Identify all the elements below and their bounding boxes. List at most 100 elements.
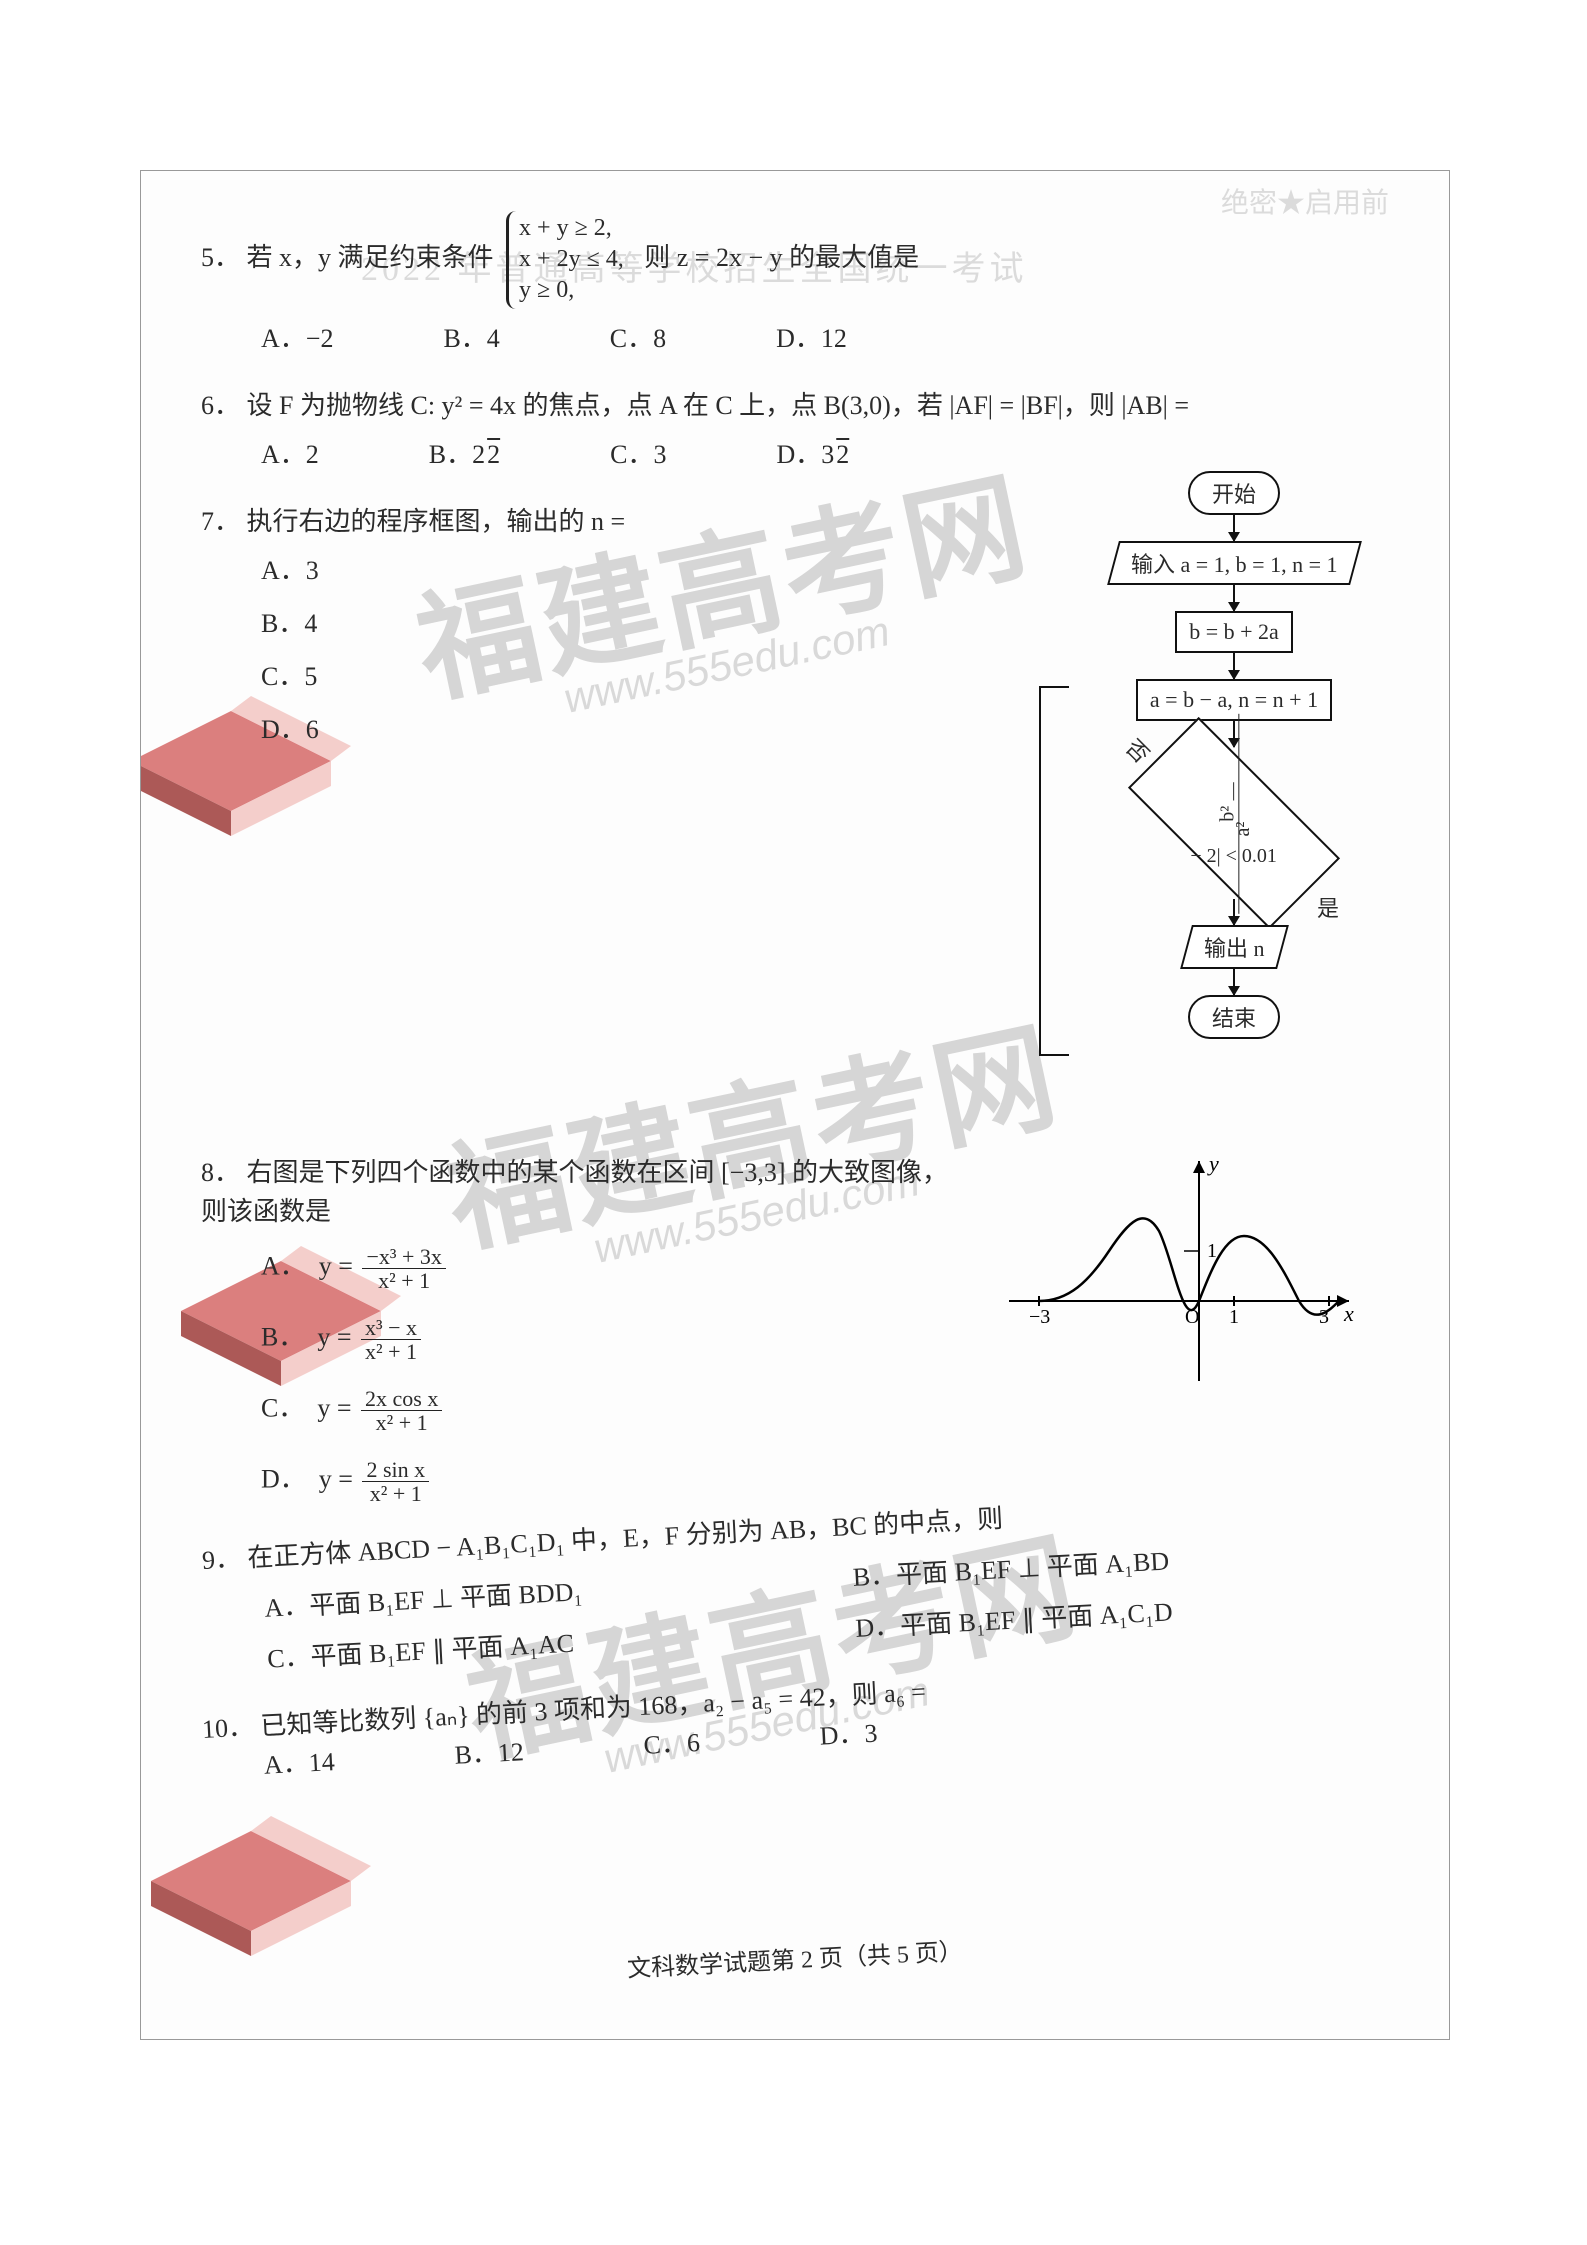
flowchart-process: b = b + 2a <box>1175 611 1293 653</box>
svg-text:−3: −3 <box>1029 1306 1050 1328</box>
option-b: B．4 <box>261 604 801 643</box>
constraint-line: x + 2y ≤ 4, <box>519 244 624 275</box>
option-d: D．6 <box>261 710 801 749</box>
flowchart-input: 输入 a = 1, b = 1, n = 1 <box>1107 541 1361 585</box>
option-value: 32 <box>821 440 849 469</box>
question-stem: 右图是下列四个函数中的某个函数在区间 [−3,3] 的大致图像，则该函数是 <box>201 1158 948 1226</box>
option-c: C．6 <box>643 1723 701 1765</box>
option-d: D．32 <box>776 435 849 474</box>
option-b: B． y = x³ − xx² + 1 <box>261 1316 951 1363</box>
flowchart-arrow-icon <box>1233 515 1235 541</box>
option-a: A．−2 <box>261 319 333 358</box>
flowchart-yes-label: 是 <box>1317 891 1339 923</box>
option-value: 12 <box>497 1737 524 1767</box>
svg-text:x: x <box>1343 1301 1354 1326</box>
option-value: 平面 B₁EF ⊥ 平面 BDD₁ <box>309 1577 584 1620</box>
flowchart-condition: |b²a² − 2| < 0.01 <box>1134 779 1334 868</box>
flowchart-arrow-icon <box>1233 899 1235 925</box>
constraint-system: x + y ≥ 2, x + 2y ≤ 4, y ≥ 0, <box>506 211 632 309</box>
option-b: B．12 <box>453 1733 524 1776</box>
question-number: 7． <box>201 507 240 536</box>
option-value: 22 <box>472 440 500 469</box>
option-b: B．4 <box>443 319 499 358</box>
page-content: 5． 若 x，y 满足约束条件 x + y ≥ 2, x + 2y ≤ 4, y… <box>141 171 1449 2039</box>
fraction-numerator: 2x cos x <box>361 1387 442 1411</box>
option-a: A． y = −x³ + 3xx² + 1 <box>261 1245 951 1292</box>
fraction-denominator: x² + 1 <box>361 1411 442 1434</box>
fraction-denominator: x² + 1 <box>362 1269 445 1292</box>
flowchart-start: 开始 <box>1188 471 1280 515</box>
flowchart-arrow-icon <box>1233 653 1235 679</box>
flowchart-end: 结束 <box>1188 995 1280 1039</box>
options-column: A． y = −x³ + 3xx² + 1 B． y = x³ − xx² + … <box>261 1245 951 1512</box>
option-value: 3 <box>306 556 319 585</box>
option-d: D．12 <box>776 319 847 358</box>
option-d: D． y = 2 sin xx² + 1 <box>261 1458 951 1505</box>
fraction-denominator: x² + 1 <box>361 1340 421 1363</box>
option-value: 4 <box>304 609 317 638</box>
flowchart-text: 输出 n <box>1204 931 1265 963</box>
option-value: 平面 B₁EF ⊥ 平面 A₁BD <box>895 1547 1170 1590</box>
svg-text:y: y <box>1207 1151 1219 1176</box>
svg-text:3: 3 <box>1319 1306 1329 1328</box>
fraction-denominator: x² + 1 <box>362 1482 429 1505</box>
option-value: 4 <box>487 324 500 353</box>
option-c: C．5 <box>261 657 801 696</box>
option-c: C．3 <box>610 435 666 474</box>
option-value: 6 <box>686 1728 700 1758</box>
question-5: 5． 若 x，y 满足约束条件 x + y ≥ 2, x + 2y ≤ 4, y… <box>201 211 1399 358</box>
fraction-numerator: x³ − x <box>361 1316 421 1340</box>
flowchart-decision: |b²a² − 2| < 0.01 否 <box>1128 717 1340 929</box>
flowchart-output: 输出 n <box>1180 925 1288 969</box>
flowchart-diagram: 开始 输入 a = 1, b = 1, n = 1 b = b + 2a a =… <box>1069 471 1399 1039</box>
question-number: 9． <box>201 1544 241 1575</box>
option-value: 6 <box>306 715 319 744</box>
question-stem: 设 F 为抛物线 C: y² = 4x 的焦点，点 A 在 C 上，点 B(3,… <box>247 391 1190 420</box>
flowchart-arrow-icon <box>1233 969 1235 995</box>
option-a: A．3 <box>261 551 801 590</box>
page-footer: 文科数学试题第 2 页（共 5 页） <box>141 1909 1449 2013</box>
constraint-line: y ≥ 0, <box>519 275 624 306</box>
graph-svg: x y −3 O 1 3 1 <box>999 1151 1359 1391</box>
svg-text:1: 1 <box>1229 1306 1239 1328</box>
option-a: A．2 <box>261 435 319 474</box>
option-value: 8 <box>653 324 666 353</box>
option-value: 3 <box>653 440 666 469</box>
question-number: 6． <box>201 391 240 420</box>
option-value: −2 <box>306 324 334 353</box>
question-6: 6． 设 F 为抛物线 C: y² = 4x 的焦点，点 A 在 C 上，点 B… <box>201 386 1399 474</box>
fraction-numerator: 2 sin x <box>362 1458 429 1482</box>
option-b: B．22 <box>429 435 500 474</box>
option-c: C． y = 2x cos xx² + 1 <box>261 1387 951 1434</box>
fraction-numerator: −x³ + 3x <box>362 1245 445 1269</box>
question-stem: 则 z = 2x − y 的最大值是 <box>644 243 919 272</box>
exam-page-scan: 福建高考网 www.555edu.com 福建高考网 www.555edu.co… <box>140 170 1450 2040</box>
options-column: A．3 B．4 C．5 D．6 <box>261 551 801 755</box>
option-value: 5 <box>304 662 317 691</box>
option-value: 2 <box>306 440 319 469</box>
flowchart-arrow-icon <box>1233 585 1235 611</box>
question-7: 7． 执行右边的程序框图，输出的 n = A．3 B．4 C．5 D．6 <box>201 502 801 755</box>
options-row: A．2 B．22 C．3 D．32 <box>261 435 1399 474</box>
question-stem: 执行右边的程序框图，输出的 n = <box>247 507 626 536</box>
svg-text:1: 1 <box>1207 1240 1217 1262</box>
question-number: 10． <box>201 1713 254 1745</box>
question-8: 8． 右图是下列四个函数中的某个函数在区间 [−3,3] 的大致图像，则该函数是… <box>201 1153 951 1512</box>
constraint-line: x + y ≥ 2, <box>519 213 624 244</box>
option-c: C．8 <box>610 319 666 358</box>
option-value: 平面 B₁EF ∥ 平面 A₁AC <box>310 1629 575 1672</box>
option-value: 12 <box>821 324 847 353</box>
question-stem: 若 x，y 满足约束条件 <box>247 243 494 272</box>
flowchart-loop-line <box>1039 686 1069 1056</box>
flowchart-no-label: 否 <box>1119 731 1157 769</box>
question-number: 5． <box>201 243 240 272</box>
flowchart-text: 输入 a = 1, b = 1, n = 1 <box>1131 547 1338 579</box>
question-number: 8． <box>201 1158 240 1187</box>
option-a: A．14 <box>263 1742 336 1785</box>
function-graph: x y −3 O 1 3 1 <box>999 1151 1359 1391</box>
option-value: 平面 B₁EF ∥ 平面 A₁C₁D <box>899 1598 1173 1641</box>
option-d: D．3 <box>819 1714 879 1756</box>
option-value: 14 <box>308 1747 335 1777</box>
options-row: A．−2 B．4 C．8 D．12 <box>261 319 1399 358</box>
option-value: 3 <box>864 1719 878 1749</box>
